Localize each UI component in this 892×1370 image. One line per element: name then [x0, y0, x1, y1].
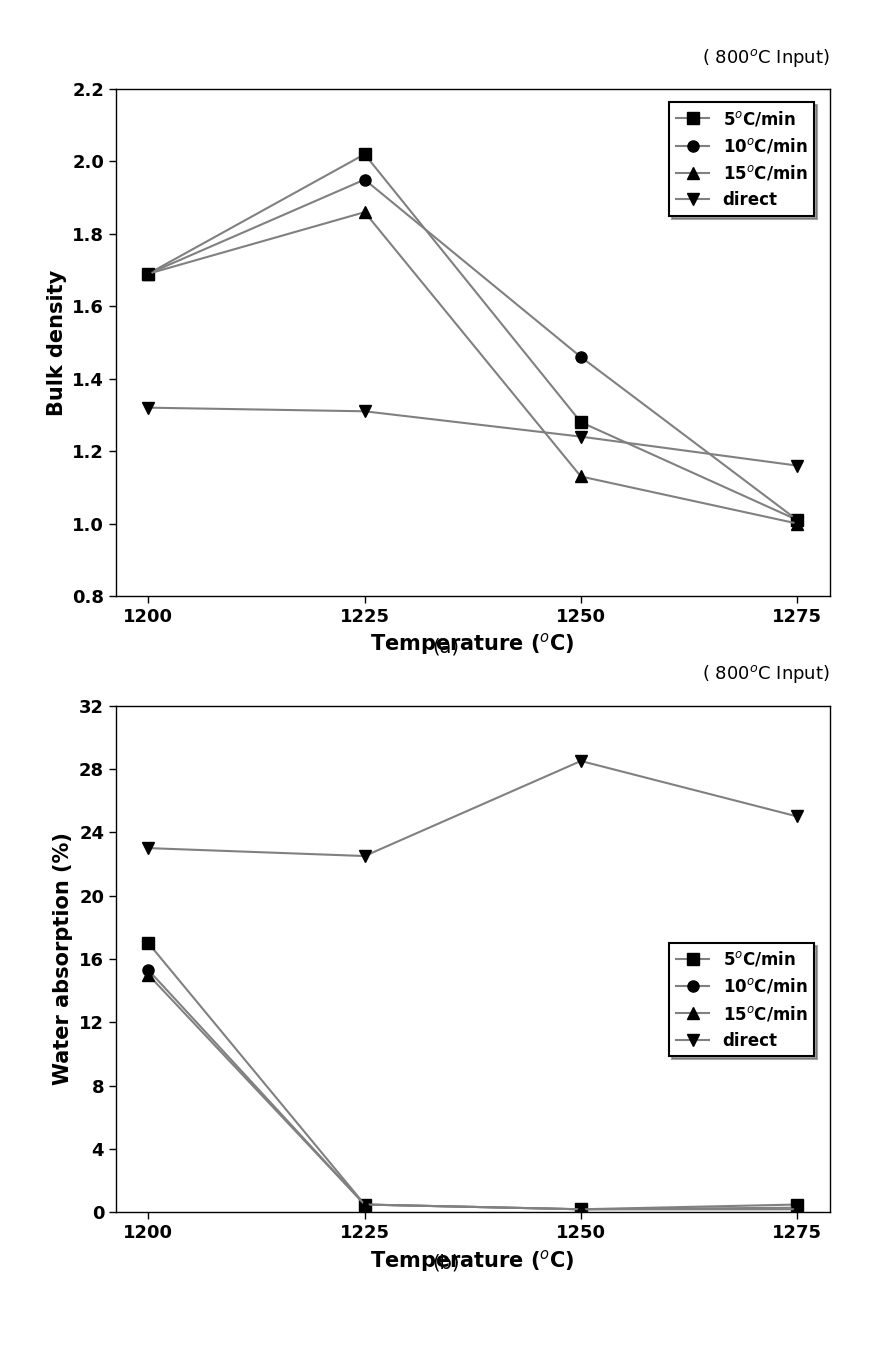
X-axis label: Temperature ($^o$C): Temperature ($^o$C) [370, 632, 575, 658]
10$^o$C/min [143, 266, 153, 282]
Text: ( 800$^o$C Input): ( 800$^o$C Input) [702, 47, 830, 68]
Text: (a): (a) [433, 637, 459, 656]
direct [792, 458, 803, 474]
15$^o$C/min [359, 204, 370, 221]
5$^o$C/min [575, 1201, 586, 1218]
Legend: 5$^o$C/min, 10$^o$C/min, 15$^o$C/min, direct: 5$^o$C/min, 10$^o$C/min, 15$^o$C/min, di… [669, 943, 814, 1056]
direct [575, 752, 586, 769]
5$^o$C/min [359, 147, 370, 163]
15$^o$C/min [792, 1201, 803, 1218]
5$^o$C/min [143, 934, 153, 951]
10$^o$C/min [143, 962, 153, 978]
10$^o$C/min [359, 171, 370, 188]
10$^o$C/min [792, 512, 803, 529]
10$^o$C/min [792, 1200, 803, 1217]
direct [143, 840, 153, 856]
15$^o$C/min [575, 469, 586, 485]
Line: 5$^o$C/min: 5$^o$C/min [143, 149, 803, 526]
15$^o$C/min [143, 266, 153, 282]
10$^o$C/min [359, 1196, 370, 1212]
15$^o$C/min [359, 1196, 370, 1212]
Line: 5$^o$C/min: 5$^o$C/min [143, 937, 803, 1215]
15$^o$C/min [143, 967, 153, 984]
Line: direct: direct [143, 403, 803, 471]
direct [143, 400, 153, 416]
Y-axis label: Water absorption (%): Water absorption (%) [54, 833, 73, 1085]
5$^o$C/min [143, 266, 153, 282]
Text: (b): (b) [433, 1254, 459, 1273]
Line: 10$^o$C/min: 10$^o$C/min [143, 964, 803, 1215]
Legend: 5$^o$C/min, 10$^o$C/min, 15$^o$C/min, direct: 5$^o$C/min, 10$^o$C/min, 15$^o$C/min, di… [669, 103, 814, 216]
Line: 10$^o$C/min: 10$^o$C/min [143, 174, 803, 526]
direct [575, 429, 586, 445]
5$^o$C/min [359, 1196, 370, 1212]
5$^o$C/min [792, 1196, 803, 1212]
direct [359, 848, 370, 864]
X-axis label: Temperature ($^o$C): Temperature ($^o$C) [370, 1248, 575, 1274]
Y-axis label: Bulk density: Bulk density [46, 270, 67, 415]
5$^o$C/min [575, 414, 586, 430]
15$^o$C/min [575, 1201, 586, 1218]
Line: 15$^o$C/min: 15$^o$C/min [143, 207, 803, 529]
15$^o$C/min [792, 515, 803, 532]
Line: direct: direct [143, 755, 803, 862]
5$^o$C/min [792, 512, 803, 529]
10$^o$C/min [575, 349, 586, 366]
direct [359, 403, 370, 419]
Text: ( 800$^o$C Input): ( 800$^o$C Input) [702, 663, 830, 685]
Line: 15$^o$C/min: 15$^o$C/min [143, 970, 803, 1215]
direct [792, 808, 803, 825]
10$^o$C/min [575, 1201, 586, 1218]
